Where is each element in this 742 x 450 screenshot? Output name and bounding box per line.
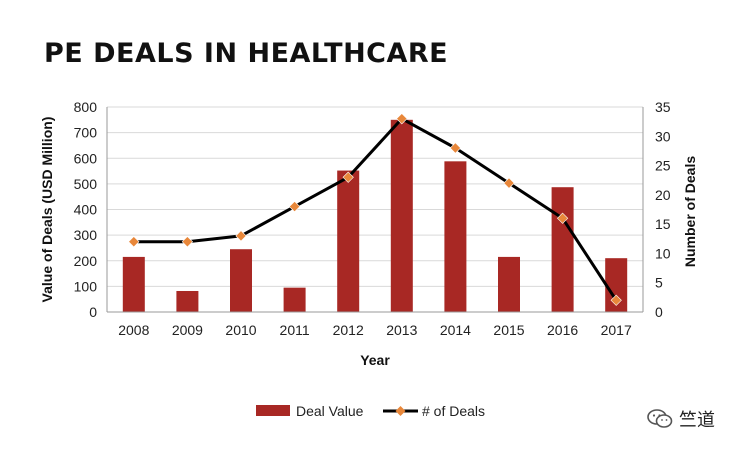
deals-point-2014 [449, 142, 462, 154]
bar-2016 [551, 187, 574, 312]
bar-2010 [230, 249, 252, 312]
y2-axis-label: Number of Deals [682, 156, 698, 267]
y-tick-label: 500 [74, 176, 98, 192]
y-tick-label: 300 [74, 227, 98, 243]
y2-tick-label: 5 [655, 275, 663, 291]
legend-label-deal-value: Deal Value [296, 403, 364, 419]
wechat-icon [647, 409, 673, 429]
y2-tick-labels: 0 5 10 15 20 25 30 35 [655, 99, 671, 320]
legend: Deal Value # of Deals [256, 403, 485, 419]
x-tick-label: 2013 [386, 322, 417, 338]
deals-point-2017 [610, 294, 622, 306]
y2-tick-label: 30 [655, 128, 671, 144]
watermark: 竺道 [647, 406, 715, 432]
bar-2012 [337, 170, 360, 312]
deals-point-2011 [288, 200, 301, 213]
x-tick-label: 2017 [601, 322, 632, 338]
bar-2011 [283, 287, 306, 312]
y-axis-label: Value of Deals (USD Million) [39, 117, 55, 303]
x-tick-label: 2015 [493, 322, 524, 338]
deals-point-2016 [556, 212, 569, 224]
deals-line [133, 117, 618, 302]
legend-marker [395, 406, 406, 416]
y-tick-labels: 0 100 200 300 400 500 600 700 800 [74, 99, 98, 320]
deals-line-group [128, 113, 622, 306]
deals-point-2010 [235, 230, 247, 242]
y-tick-label: 100 [74, 278, 98, 294]
legend-bar-swatch [256, 405, 290, 416]
deals-point-2008 [128, 236, 140, 248]
deals-point-2013 [396, 113, 408, 125]
x-tick-label: 2010 [225, 322, 256, 338]
y2-tick-label: 25 [655, 158, 671, 174]
x-tick-label: 2008 [118, 322, 149, 338]
y2-tick-label: 0 [655, 304, 663, 320]
x-tick-labels: 2008 2009 2010 2011 2012 2013 2014 2015 2016 2017 [118, 322, 632, 338]
y-tick-label: 400 [74, 202, 98, 218]
x-tick-label: 2012 [333, 322, 364, 338]
y-tick-label: 200 [74, 253, 98, 269]
bar-2009 [176, 290, 199, 312]
y-tick-label: 600 [74, 150, 98, 166]
legend-label-num-deals: # of Deals [422, 403, 485, 419]
x-tick-label: 2016 [547, 322, 578, 338]
y2-tick-label: 10 [655, 245, 671, 261]
x-axis-label: Year [360, 352, 390, 368]
x-tick-label: 2014 [440, 322, 471, 338]
deals-point-2009 [181, 236, 194, 248]
bar-2017 [605, 258, 628, 312]
y2-tick-label: 15 [655, 216, 671, 232]
chart-title: PE DEALS IN HEALTHCARE [44, 38, 449, 69]
watermark-text: 竺道 [679, 410, 715, 431]
deals-point-2015 [503, 177, 515, 189]
x-tick-label: 2011 [280, 322, 310, 338]
deals-point-2012 [342, 171, 354, 183]
bar-2015 [498, 256, 520, 312]
y-tick-label: 0 [89, 304, 97, 320]
y2-tick-label: 20 [655, 187, 671, 203]
bar-2014 [444, 161, 467, 312]
y-tick-label: 700 [74, 125, 98, 141]
y2-tick-label: 35 [655, 99, 671, 115]
axes [106, 107, 644, 313]
x-tick-label: 2009 [172, 322, 203, 338]
y-tick-label: 800 [74, 99, 98, 115]
bar-2008 [122, 256, 145, 312]
bar-2013 [390, 119, 413, 312]
